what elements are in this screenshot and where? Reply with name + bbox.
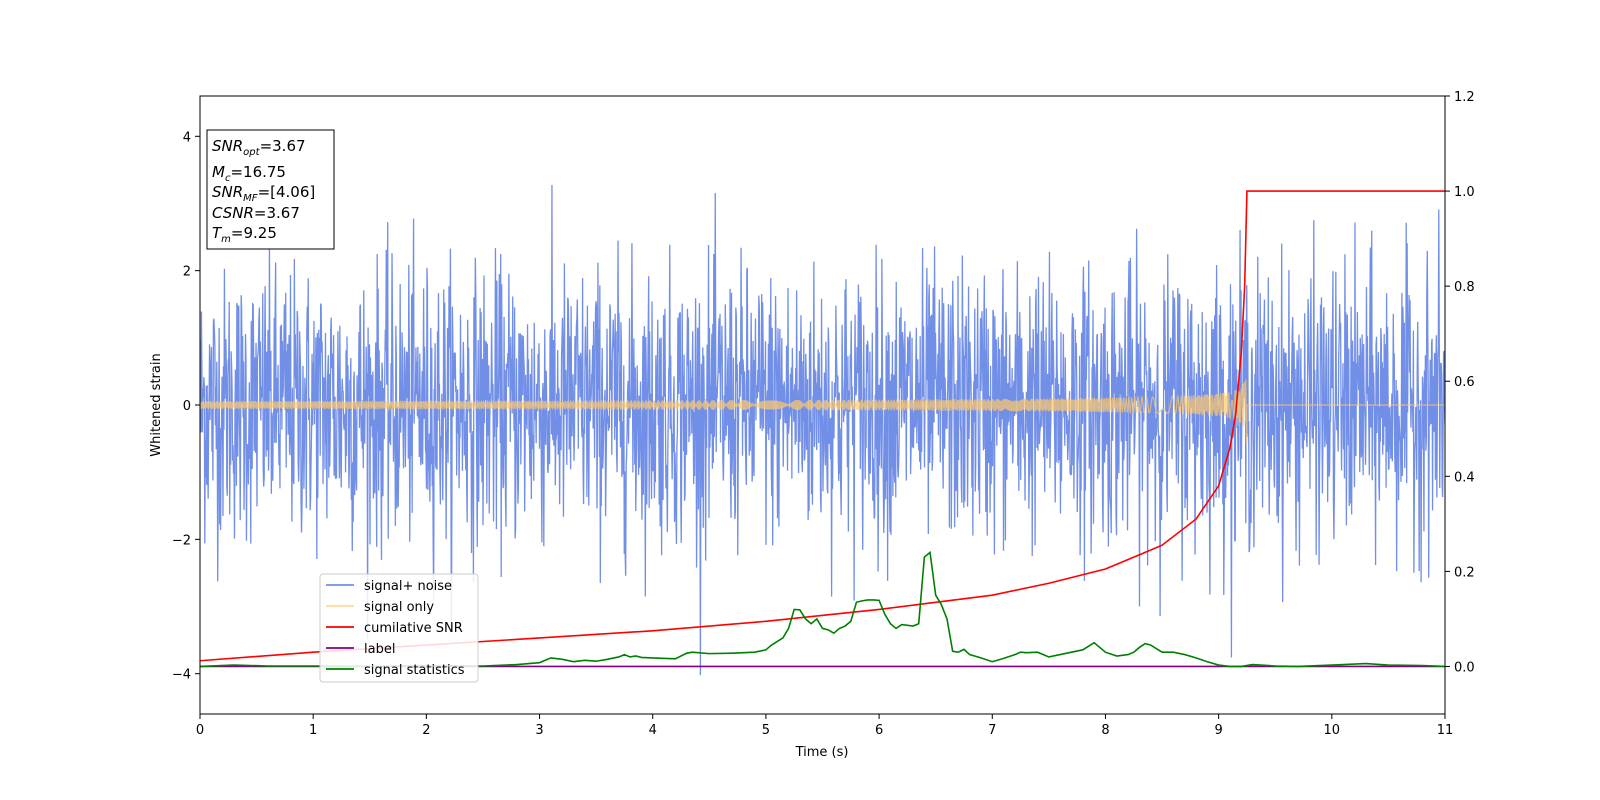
stats-box-frame (206, 129, 335, 250)
x-axis-label: Time (s) (795, 745, 849, 760)
x-tick-label: 6 (875, 723, 883, 738)
x-tick-label: 7 (988, 723, 996, 738)
stats-mc: Mc=16.75 (212, 163, 286, 184)
y-tick-label: 4 (183, 130, 191, 145)
x-tick-label: 0 (196, 723, 204, 738)
legend-signal-only-label: signal only (364, 600, 434, 615)
series-signal-noise (200, 184, 1445, 676)
x-tick-label: 2 (422, 723, 430, 738)
x-tick-label: 11 (1437, 723, 1454, 738)
stats-snr-opt: SNRopt=3.67 (212, 137, 306, 158)
series-signal-only (200, 379, 1445, 446)
x-tick-label: 9 (1214, 723, 1222, 738)
y2-tick-label: 0.6 (1454, 375, 1475, 390)
x-tick-label: 1 (309, 723, 317, 738)
legend-signal-noise-label: signal+ noise (364, 579, 452, 594)
y-tick-label: −4 (172, 668, 191, 683)
x-tick-label: 10 (1324, 723, 1341, 738)
legend-signal-statistics-label: signal statistics (364, 663, 465, 678)
y2-tick-label: 1.0 (1454, 185, 1475, 200)
y-tick-label: 2 (183, 265, 191, 280)
x-tick-label: 8 (1101, 723, 1109, 738)
y2-tick-label: 1.2 (1454, 90, 1475, 105)
y2-tick-label: 0.0 (1454, 660, 1475, 675)
legend-label-label: label (364, 642, 395, 657)
y2-tick-label: 0.2 (1454, 565, 1475, 580)
x-axis: 0 1 2 3 4 5 6 7 8 9 10 11 (196, 714, 1453, 738)
y-tick-label: −2 (172, 533, 191, 548)
legend-frame (319, 573, 479, 683)
stats-tm: Tm=9.25 (212, 224, 277, 245)
y2-tick-label: 0.4 (1454, 470, 1475, 485)
series-signal-statistics (200, 550, 1445, 668)
stats-csnr: CSNR=3.67 (212, 204, 300, 222)
legend-cumulative-snr-label: cumilative SNR (364, 621, 463, 636)
y-axis-right: 0.0 0.2 0.4 0.6 0.8 1.0 1.2 (1445, 90, 1475, 675)
x-tick-label: 5 (762, 723, 770, 738)
x-tick-label: 3 (535, 723, 543, 738)
y-axis-left: −4 −2 0 2 4 (172, 130, 200, 683)
x-tick-label: 4 (649, 723, 657, 738)
series-cumulative-snr (200, 190, 1445, 662)
y2-tick-label: 0.8 (1454, 280, 1475, 295)
stats-snr-mf: SNRMF=[4.06] (212, 183, 315, 204)
legend: signal+ noise signal only cumilative SNR la… (319, 573, 479, 683)
y-axis-label: Whitened strain (149, 353, 164, 456)
y-tick-label: 0 (183, 399, 191, 414)
stats-box: SNRopt=3.67 Mc=16.75 SNRMF=[4.06] CSNR=3… (206, 129, 335, 250)
